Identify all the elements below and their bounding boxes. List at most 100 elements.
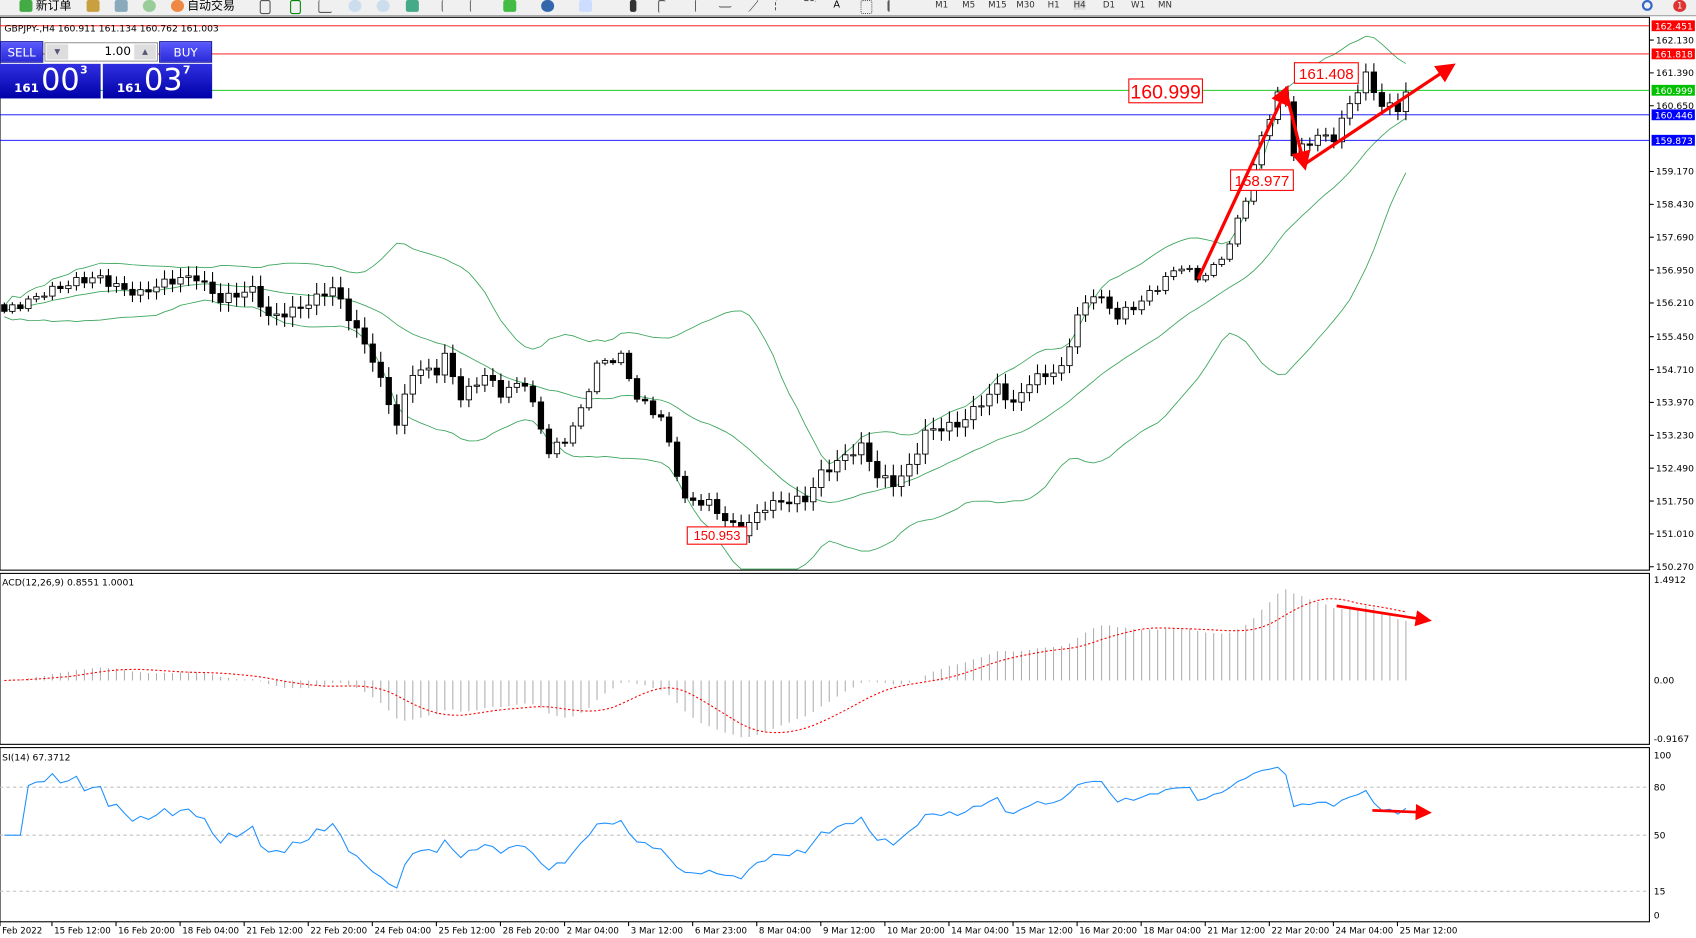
price-annotation-box[interactable] [686,526,748,545]
buy-button[interactable]: BUY [159,41,213,63]
auto-scroll-icon[interactable] [441,0,456,12]
chart-shift-icon[interactable] [469,0,484,12]
tile-windows-icon[interactable] [405,0,419,12]
candle [890,475,897,487]
rsi-axis-label: 100 [1654,750,1672,761]
trendline-icon[interactable] [743,0,760,12]
time-axis-label: 24 Feb 04:00 [374,927,431,937]
candle [569,425,577,444]
candlestick-icon[interactable] [290,0,301,15]
candle [217,293,224,303]
new-order-icon[interactable] [19,0,33,12]
history-icon[interactable] [86,0,100,12]
text-label-icon[interactable] [860,0,873,15]
price-axis-label: 157.690 [1656,232,1694,243]
candle [722,513,729,522]
candle [177,277,184,285]
candle [1186,267,1193,270]
candle [954,421,961,428]
templates-icon[interactable] [579,0,593,12]
macd-axis-label: 0.00 [1654,676,1675,687]
timeframe-h1[interactable]: H1 [1047,0,1060,10]
candle [1098,296,1105,299]
timeframe-d1[interactable]: D1 [1102,0,1116,10]
equidistant-channel-icon[interactable] [774,0,789,12]
candle [898,475,905,487]
sell-price-pips: 00 [41,61,80,98]
arrows-icon[interactable] [887,0,896,12]
timeframe-m1[interactable]: M1 [935,0,949,10]
candle [770,500,777,511]
price-level-tag-label: 160.999 [1655,86,1693,97]
increase-lot-button[interactable]: ▲ [134,44,156,60]
horizontal-line-icon[interactable] [718,0,732,8]
notification-badge[interactable]: 1 [1673,0,1687,12]
rsi-arrow[interactable] [1372,803,1432,821]
candle [730,520,737,523]
candle [57,285,64,290]
candle [882,475,889,479]
text-icon[interactable]: A [833,0,841,11]
price-annotation-box[interactable] [1293,62,1359,84]
macd-divergence-arrow[interactable] [1336,604,1432,627]
candle [866,442,873,462]
chart-area[interactable]: 160.999 161.408 158.977 150.953 162.130 161.3… [0,16,1696,938]
price-axis-label: 156.950 [1656,265,1694,276]
periods-icon[interactable] [541,0,555,12]
search-icon[interactable] [1641,0,1653,11]
line-chart-icon[interactable] [318,0,333,13]
candle [529,385,537,403]
vertical-line-icon[interactable] [694,0,698,12]
lot-size-stepper[interactable]: ▼ 1.00 ▲ [44,42,159,62]
auto-trading-icon[interactable] [171,0,184,12]
indicators-icon[interactable] [503,0,517,12]
candle [433,367,440,376]
price-axis-label: 156.210 [1656,298,1694,309]
candle [585,391,593,409]
candle [209,281,216,294]
time-axis-label: 15 Mar 12:00 [1015,927,1073,937]
candle [641,398,649,402]
timeframe-m15[interactable]: M15 [988,0,1007,10]
candle [906,463,913,477]
candle [497,380,505,398]
timeframe-h4[interactable]: H4 [1073,0,1086,10]
decrease-lot-button[interactable]: ▼ [46,44,69,60]
new-order-button[interactable]: 新订单 [35,0,72,13]
candle [361,327,368,345]
candle [473,384,481,387]
candle [1378,92,1386,107]
candle [1058,365,1065,374]
zoom-out-icon[interactable] [376,0,390,12]
candle [89,277,96,284]
fibonacci-icon[interactable] [803,0,817,13]
candle [930,428,937,431]
candle [321,293,328,297]
trend-arrow[interactable] [1284,90,1311,171]
candle [922,429,929,455]
crosshair-icon[interactable] [658,0,666,13]
trend-arrow[interactable] [1303,63,1456,166]
auto-trading-button[interactable]: 自动交易 [187,0,235,13]
signal-icon[interactable] [142,0,156,12]
timeframe-m30[interactable]: M30 [1016,0,1035,10]
candle [794,495,801,505]
trend-arrow[interactable] [1196,84,1290,280]
timeframe-m5[interactable]: M5 [962,0,976,10]
sell-price[interactable]: 161 00 3 [0,61,101,99]
terminal-icon[interactable] [114,0,128,12]
candle [1010,399,1017,403]
timeframe-w1[interactable]: W1 [1131,0,1146,10]
cursor-icon[interactable] [629,0,637,12]
price-level-tag [1651,20,1695,32]
sell-button[interactable]: SELL [0,41,44,63]
price-annotation-box[interactable] [1128,78,1203,104]
timeframe-mn[interactable]: MN [1158,0,1173,10]
price-level-tag [1651,109,1695,121]
candle [1314,134,1321,146]
zoom-in-icon[interactable] [348,0,362,12]
bar-chart-icon[interactable] [259,0,271,15]
time-axis-label: 3 Mar 12:00 [631,927,683,937]
buy-price[interactable]: 161 03 7 [102,62,213,99]
lot-size-input[interactable]: 1.00 [104,44,131,59]
